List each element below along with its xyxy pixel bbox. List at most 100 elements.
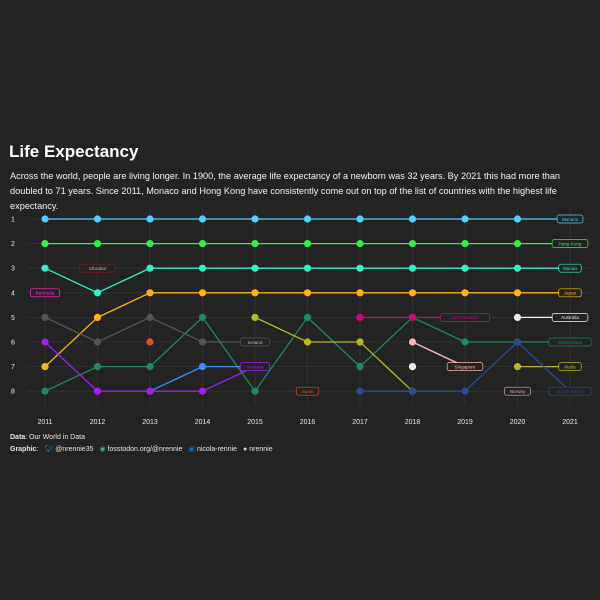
- label-box: [295, 386, 320, 396]
- data-point-australia: [513, 313, 522, 321]
- data-point-malta: [513, 363, 522, 371]
- x-tick-label: 2015: [247, 419, 263, 426]
- data-point-macao: [513, 264, 522, 272]
- caption-mastodon: fosstodon.org/@nrennie: [107, 446, 183, 453]
- label-text: Singapore: [455, 364, 476, 369]
- data-point-hong-kong: [408, 240, 417, 248]
- y-tick-label: 8: [11, 389, 15, 396]
- data-point-hong-kong: [513, 240, 522, 248]
- series-label-bermuda: Bermuda: [30, 288, 60, 298]
- x-tick-label: 2014: [195, 419, 211, 426]
- x-tick-label: 2020: [510, 419, 526, 426]
- data-point-switzerland: [93, 363, 102, 371]
- data-point-hong-kong: [356, 240, 364, 248]
- caption-graphic-label: Graphic: [10, 446, 37, 453]
- caption-github: nrennie: [249, 446, 273, 453]
- caption-graphic: Graphic: 🐦︎ @nrennie35 ◉ fosstodon.org/@nr…: [10, 446, 273, 453]
- label-text: Malta: [564, 364, 576, 369]
- series-label-hong-kong: Hong Kong: [551, 239, 589, 248]
- data-point-japan: [408, 289, 417, 297]
- data-point-switzerland: [303, 313, 312, 321]
- data-point-switzerland: [146, 363, 154, 371]
- data-point-macao: [251, 264, 259, 272]
- caption-data-label: Data: [10, 434, 26, 441]
- series-label-south-korea: South Korea: [548, 386, 592, 396]
- data-point-liechtenstein: [356, 313, 364, 321]
- data-point-japan: [198, 289, 207, 297]
- series-label-norway: Norway: [504, 386, 531, 396]
- series-label-singapore: Singapore: [446, 362, 484, 371]
- data-point-japan: [93, 313, 102, 321]
- data-point-japan: [251, 289, 259, 297]
- data-point-iceland: [146, 313, 154, 321]
- label-text: Gibraltar: [89, 266, 107, 271]
- data-point-andorra: [198, 387, 207, 395]
- label-text: Hong Kong: [559, 241, 582, 246]
- label-text: Andorra: [247, 364, 264, 369]
- data-point-monaco: [513, 215, 522, 223]
- data-point-hong-kong: [146, 240, 154, 248]
- label-box: [548, 386, 592, 396]
- label-text: South Korea: [557, 389, 583, 394]
- series-label-andorra: Andorra: [240, 362, 270, 371]
- label-box: [551, 239, 589, 248]
- data-point-andorra: [146, 387, 154, 395]
- data-point-macao: [41, 264, 49, 272]
- x-tick-label: 2016: [300, 419, 316, 426]
- x-tick-label: 2018: [405, 419, 421, 426]
- data-point-monaco: [198, 215, 207, 223]
- label-text: Liechtenstein: [451, 315, 479, 320]
- label-text: Monaco: [562, 217, 579, 222]
- data-point-switzerland: [251, 387, 259, 395]
- data-point-iceland: [198, 338, 207, 346]
- series-label-macao: Macao: [558, 263, 582, 273]
- data-point-macao: [461, 264, 469, 272]
- data-point-hong-kong: [93, 240, 102, 248]
- y-tick-label: 2: [11, 241, 15, 248]
- series-label-gibraltar: Gibraltar: [79, 263, 116, 273]
- caption-data-value: : Our World in Data: [25, 434, 85, 441]
- series-label-malta: Malta: [558, 362, 582, 371]
- y-tick-label: 7: [11, 364, 15, 371]
- label-box: [240, 362, 270, 371]
- data-point-andorra: [41, 338, 49, 346]
- data-point-south-korea: [513, 338, 522, 346]
- data-point-switzerland: [461, 338, 469, 346]
- label-box: [551, 313, 589, 322]
- label-box: [446, 362, 484, 371]
- data-point-singapore: [408, 338, 417, 346]
- label-text: Japan: [564, 291, 577, 296]
- label-box: [558, 263, 582, 273]
- label-box: [30, 288, 60, 298]
- label-text: Bermuda: [36, 291, 55, 296]
- data-point-macao: [198, 264, 207, 272]
- series-line-malta: [254, 316, 413, 392]
- data-point-switzerland: [356, 363, 364, 371]
- caption-twitter: @nrennie35: [55, 446, 94, 453]
- x-tick-label: 2019: [457, 419, 473, 426]
- data-point-japan: [513, 289, 522, 297]
- x-tick-label: 2017: [352, 419, 368, 426]
- series-label-australia: Australia: [551, 313, 589, 322]
- mastodon-icon: ◉: [99, 446, 106, 453]
- chart-title: Life Expectancy: [9, 142, 139, 161]
- label-text: Australia: [561, 315, 579, 320]
- label-text: Spain: [302, 389, 314, 394]
- data-point-monaco: [461, 215, 469, 223]
- data-point-macao: [408, 264, 417, 272]
- linkedin-icon: ▣: [188, 446, 195, 453]
- data-point-hong-kong: [41, 240, 49, 248]
- github-icon: ●: [243, 446, 248, 453]
- plot-panel: [27, 207, 590, 405]
- data-point-monaco: [41, 215, 49, 223]
- data-point-hong-kong: [251, 240, 259, 248]
- label-text: Switzerland: [558, 340, 582, 345]
- data-point-monaco: [356, 215, 364, 223]
- y-tick-label: 3: [11, 266, 15, 273]
- data-point-monaco: [303, 215, 312, 223]
- data-point-japan: [146, 289, 154, 297]
- label-box: [558, 362, 582, 371]
- label-text: Macao: [563, 266, 577, 271]
- series-label-monaco: Monaco: [556, 214, 584, 224]
